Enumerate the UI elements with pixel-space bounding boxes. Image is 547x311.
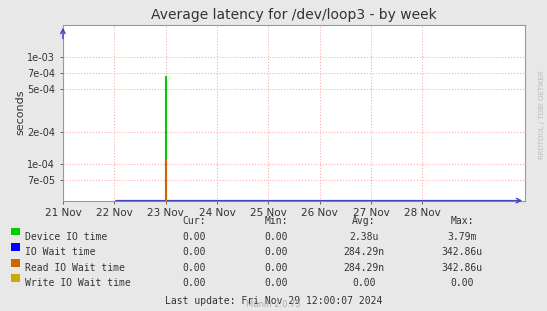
Text: Max:: Max:	[451, 216, 474, 226]
Text: 0.00: 0.00	[265, 247, 288, 257]
Text: 284.29n: 284.29n	[343, 263, 385, 273]
Text: 0.00: 0.00	[183, 263, 206, 273]
Text: 0.00: 0.00	[183, 247, 206, 257]
Text: Munin 2.0.75: Munin 2.0.75	[246, 299, 301, 309]
Text: Avg:: Avg:	[352, 216, 375, 226]
Text: RRDTOOL / TOBI OETIKER: RRDTOOL / TOBI OETIKER	[539, 71, 545, 160]
Text: 0.00: 0.00	[183, 278, 206, 288]
Text: Write IO Wait time: Write IO Wait time	[25, 278, 130, 288]
Text: 0.00: 0.00	[265, 232, 288, 242]
Text: 342.86u: 342.86u	[441, 263, 483, 273]
Text: 0.00: 0.00	[265, 263, 288, 273]
Text: 284.29n: 284.29n	[343, 247, 385, 257]
Text: Last update: Fri Nov 29 12:00:07 2024: Last update: Fri Nov 29 12:00:07 2024	[165, 296, 382, 306]
Text: 0.00: 0.00	[451, 278, 474, 288]
Text: Device IO time: Device IO time	[25, 232, 107, 242]
Text: Min:: Min:	[265, 216, 288, 226]
Text: 0.00: 0.00	[265, 278, 288, 288]
Y-axis label: seconds: seconds	[16, 90, 26, 136]
Text: 0.00: 0.00	[183, 232, 206, 242]
Text: Cur:: Cur:	[183, 216, 206, 226]
Text: 3.79m: 3.79m	[447, 232, 477, 242]
Text: 0.00: 0.00	[352, 278, 375, 288]
Text: 342.86u: 342.86u	[441, 247, 483, 257]
Title: Average latency for /dev/loop3 - by week: Average latency for /dev/loop3 - by week	[151, 8, 437, 22]
Text: Read IO Wait time: Read IO Wait time	[25, 263, 125, 273]
Text: 2.38u: 2.38u	[349, 232, 379, 242]
Text: IO Wait time: IO Wait time	[25, 247, 95, 257]
